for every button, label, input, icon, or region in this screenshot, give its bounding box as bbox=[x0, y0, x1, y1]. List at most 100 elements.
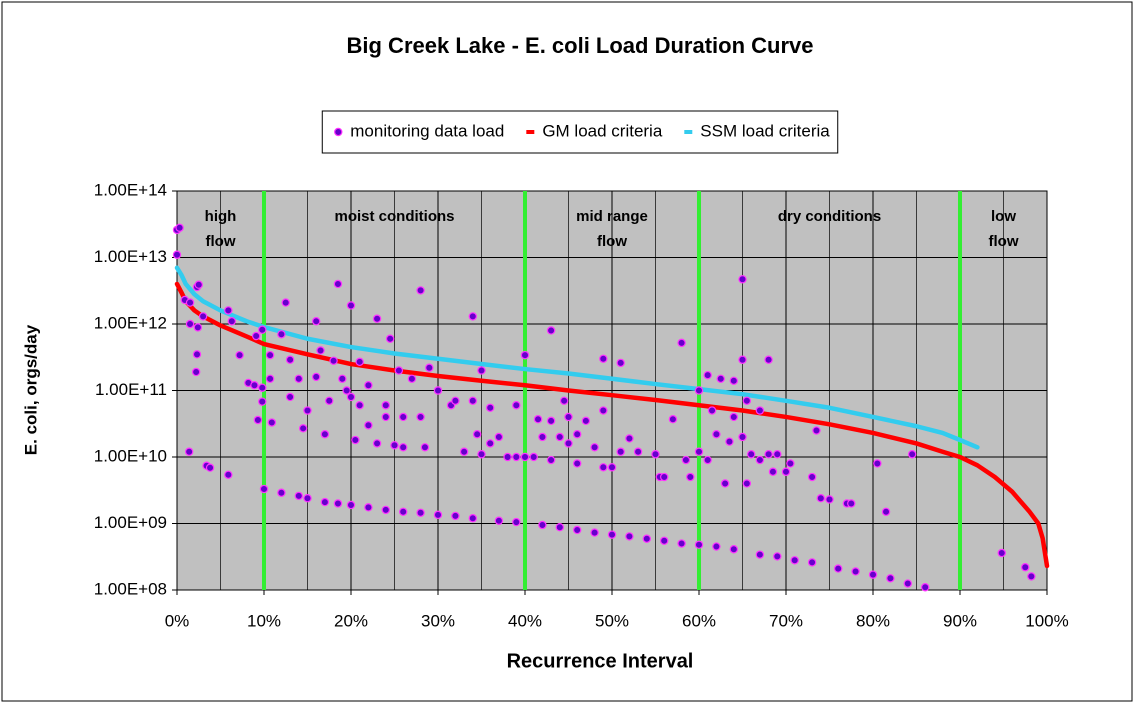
data-point bbox=[677, 338, 686, 348]
data-point bbox=[251, 331, 261, 341]
data-point bbox=[364, 421, 373, 430]
data-point bbox=[399, 507, 408, 516]
data-point bbox=[258, 383, 267, 392]
data-point bbox=[533, 415, 543, 424]
plot-area: 0% 10% 20% 30% 40% 50% 60% 70% 80% 90% 100% 1.00E+0… bbox=[94, 180, 1069, 630]
data-point bbox=[194, 280, 203, 289]
data-point bbox=[834, 564, 843, 573]
data-point bbox=[192, 350, 202, 359]
zone-label: mid range bbox=[576, 208, 648, 225]
data-point bbox=[616, 447, 625, 456]
data-point bbox=[812, 426, 821, 435]
data-point bbox=[725, 437, 734, 446]
x-tick-label: 80% bbox=[856, 611, 890, 630]
data-point bbox=[729, 545, 739, 554]
data-point bbox=[781, 467, 791, 476]
x-tick-label: 60% bbox=[682, 611, 716, 630]
criteria-line bbox=[174, 265, 980, 450]
x-tick-label: 0% bbox=[165, 611, 190, 630]
data-point bbox=[694, 447, 704, 456]
data-point bbox=[346, 392, 356, 402]
data-point bbox=[224, 470, 233, 479]
data-point bbox=[512, 517, 521, 527]
data-point bbox=[486, 403, 495, 412]
data-point bbox=[555, 522, 565, 532]
data-point bbox=[312, 317, 321, 326]
data-point bbox=[847, 499, 856, 508]
data-point bbox=[668, 415, 678, 424]
data-point bbox=[681, 455, 691, 465]
data-point bbox=[625, 532, 634, 541]
data-point bbox=[459, 447, 469, 456]
data-point bbox=[768, 467, 778, 476]
data-point bbox=[281, 298, 290, 307]
data-point bbox=[265, 350, 275, 360]
data-point bbox=[651, 450, 660, 459]
data-point bbox=[407, 374, 417, 383]
data-point bbox=[329, 356, 338, 365]
y-tick-label: 1.00E+13 bbox=[94, 247, 167, 266]
data-point bbox=[185, 298, 195, 307]
data-point bbox=[185, 319, 195, 329]
zone-label: dry conditions bbox=[778, 208, 881, 225]
data-point bbox=[546, 455, 556, 465]
y-tick-label: 1.00E+12 bbox=[94, 313, 167, 332]
data-point bbox=[707, 406, 717, 415]
data-point bbox=[729, 376, 739, 385]
data-point bbox=[738, 432, 747, 442]
data-point bbox=[581, 416, 591, 426]
data-point bbox=[694, 386, 704, 395]
data-point bbox=[342, 386, 351, 395]
data-point bbox=[451, 396, 460, 406]
data-point bbox=[294, 491, 303, 501]
data-point bbox=[625, 434, 634, 443]
data-point bbox=[277, 330, 286, 339]
data-point bbox=[886, 574, 895, 583]
data-point bbox=[346, 301, 356, 310]
data-point bbox=[416, 286, 425, 295]
data-point bbox=[773, 552, 782, 561]
x-tick-label: 10% bbox=[247, 611, 281, 630]
y-axis-title: E. coli, orgs/day bbox=[21, 324, 40, 455]
data-point bbox=[538, 520, 547, 530]
data-point bbox=[764, 355, 773, 364]
data-point bbox=[390, 441, 399, 450]
data-point bbox=[921, 583, 930, 592]
data-point bbox=[303, 494, 312, 503]
data-point bbox=[907, 450, 917, 459]
data-point bbox=[259, 484, 269, 494]
x-tick-label: 70% bbox=[769, 611, 803, 630]
data-point bbox=[573, 459, 582, 468]
x-axis-title: Recurrence Interval bbox=[507, 650, 694, 672]
data-point bbox=[1027, 572, 1036, 581]
data-point bbox=[355, 401, 364, 410]
data-point bbox=[660, 536, 669, 545]
data-point bbox=[494, 432, 504, 442]
data-point bbox=[546, 416, 556, 426]
x-tick-label: 50% bbox=[595, 611, 629, 630]
data-point bbox=[298, 424, 308, 433]
data-point bbox=[633, 447, 643, 456]
data-point bbox=[381, 505, 390, 515]
data-point bbox=[881, 507, 891, 516]
data-point bbox=[312, 372, 321, 382]
data-point bbox=[364, 503, 373, 512]
data-point bbox=[1021, 563, 1030, 572]
data-point bbox=[224, 306, 233, 315]
data-point bbox=[599, 354, 608, 363]
data-point bbox=[686, 472, 695, 482]
data-point bbox=[512, 401, 521, 410]
data-point bbox=[512, 452, 521, 462]
zone-label: flow bbox=[597, 233, 627, 250]
data-point bbox=[564, 412, 573, 422]
data-point bbox=[333, 499, 343, 508]
data-point bbox=[825, 495, 834, 504]
data-point bbox=[807, 472, 817, 482]
data-point bbox=[851, 567, 860, 576]
legend-marker bbox=[334, 127, 343, 137]
data-point bbox=[250, 381, 259, 390]
data-point bbox=[868, 570, 878, 579]
data-point bbox=[764, 450, 773, 459]
data-point bbox=[184, 447, 194, 456]
data-point bbox=[590, 443, 599, 452]
